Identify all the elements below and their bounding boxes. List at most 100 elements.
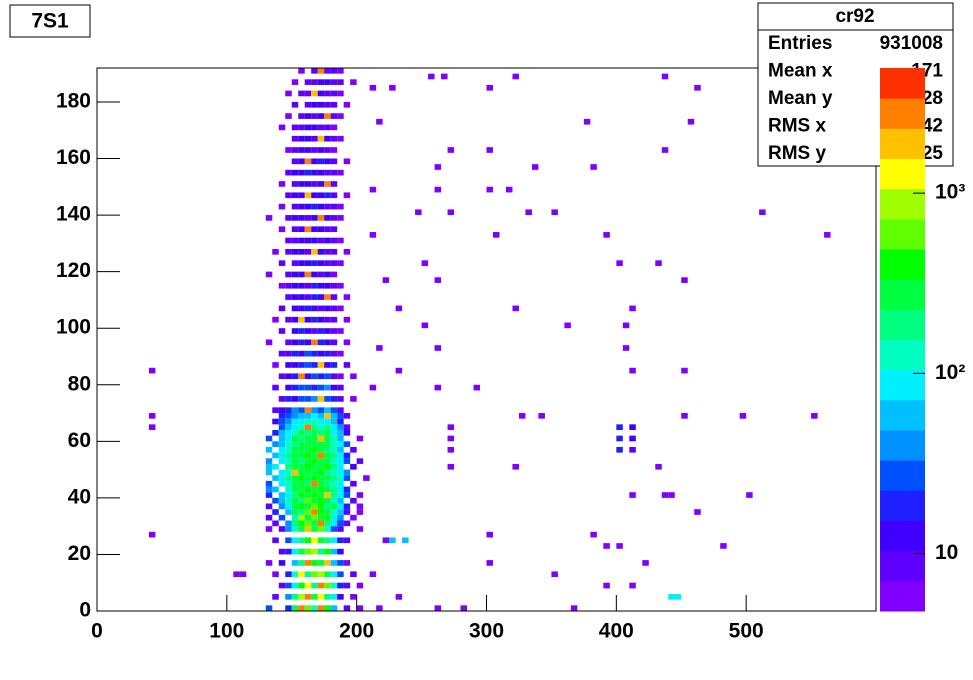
- cell: [811, 413, 818, 419]
- cell: [317, 503, 325, 510]
- cell: [311, 463, 318, 470]
- y-tick-label: 80: [68, 372, 91, 395]
- cell: [291, 101, 299, 108]
- cell: [272, 452, 279, 459]
- cell: [285, 215, 292, 221]
- cell: [337, 215, 344, 221]
- cell: [304, 203, 312, 210]
- cell: [278, 226, 286, 233]
- cell: [324, 446, 331, 453]
- cell: [291, 79, 299, 85]
- x-tick-label: 200: [339, 620, 374, 643]
- cell: [311, 158, 318, 165]
- cell: [434, 164, 442, 170]
- cell: [291, 350, 299, 357]
- cell: [330, 486, 338, 493]
- cell: [376, 118, 383, 125]
- cell: [285, 486, 292, 493]
- cell: [285, 458, 292, 464]
- cell: [278, 124, 286, 131]
- cell: [324, 237, 331, 244]
- cell: [350, 594, 357, 600]
- cell: [317, 215, 325, 221]
- cell: [324, 350, 331, 357]
- cell: [298, 282, 305, 289]
- cell: [317, 435, 325, 442]
- cell: [298, 316, 305, 323]
- cell: [291, 215, 299, 221]
- cell: [317, 362, 325, 368]
- cell: [317, 147, 325, 153]
- cell: [330, 203, 338, 210]
- cell: [285, 316, 292, 323]
- cell: [317, 475, 325, 481]
- cell: [324, 514, 331, 521]
- cell: [531, 164, 539, 170]
- cell: [343, 520, 351, 527]
- cell: [324, 605, 331, 611]
- cell: [369, 571, 377, 578]
- palette-band: [880, 68, 925, 99]
- cell: [298, 237, 305, 244]
- cell: [616, 435, 623, 442]
- cell: [330, 435, 338, 442]
- stats-label: Entries: [768, 33, 832, 54]
- cell: [285, 509, 292, 515]
- cell: [330, 339, 338, 346]
- cell: [337, 582, 344, 589]
- cell: [291, 537, 299, 544]
- cell: [291, 509, 299, 515]
- cell: [337, 441, 344, 447]
- cell: [324, 396, 331, 402]
- cell: [311, 260, 318, 266]
- cell: [304, 226, 312, 233]
- cell: [330, 169, 338, 176]
- cell: [272, 537, 279, 544]
- cell: [324, 452, 331, 459]
- cell: [265, 605, 273, 611]
- stats-value: 42: [922, 116, 943, 137]
- cell: [311, 169, 318, 176]
- cell: [324, 339, 331, 346]
- cell: [441, 73, 448, 80]
- cell: [324, 480, 331, 487]
- cell: [330, 430, 338, 436]
- cell: [317, 537, 325, 544]
- cell: [291, 605, 299, 611]
- cell: [434, 277, 442, 283]
- cell: [298, 497, 305, 504]
- cell: [337, 560, 344, 566]
- cell: [324, 594, 331, 600]
- cell: [337, 260, 344, 266]
- cell: [317, 113, 325, 119]
- cell: [317, 480, 325, 487]
- cell: [655, 260, 662, 266]
- cell: [278, 435, 286, 442]
- cell: [285, 237, 292, 244]
- cell: [304, 192, 312, 199]
- cell: [343, 192, 351, 199]
- cell: [291, 373, 299, 380]
- cell: [304, 526, 312, 532]
- y-tick-label: 60: [68, 429, 91, 452]
- cell: [603, 232, 610, 238]
- cell: [317, 571, 325, 578]
- z-tick-label: 10: [935, 541, 958, 564]
- cell: [317, 135, 325, 142]
- cell: [629, 305, 636, 312]
- cell: [311, 424, 318, 430]
- cell: [278, 480, 286, 487]
- cell: [311, 509, 318, 515]
- cell: [239, 571, 247, 578]
- cell: [330, 475, 338, 481]
- cell: [272, 509, 279, 515]
- cell: [272, 486, 279, 493]
- cell: [278, 418, 286, 425]
- cell: [350, 463, 357, 470]
- cell: [285, 424, 292, 430]
- cell: [363, 475, 370, 481]
- title-frame: [9, 4, 91, 38]
- cell: [278, 373, 286, 380]
- cell: [324, 537, 331, 544]
- cell: [317, 158, 325, 165]
